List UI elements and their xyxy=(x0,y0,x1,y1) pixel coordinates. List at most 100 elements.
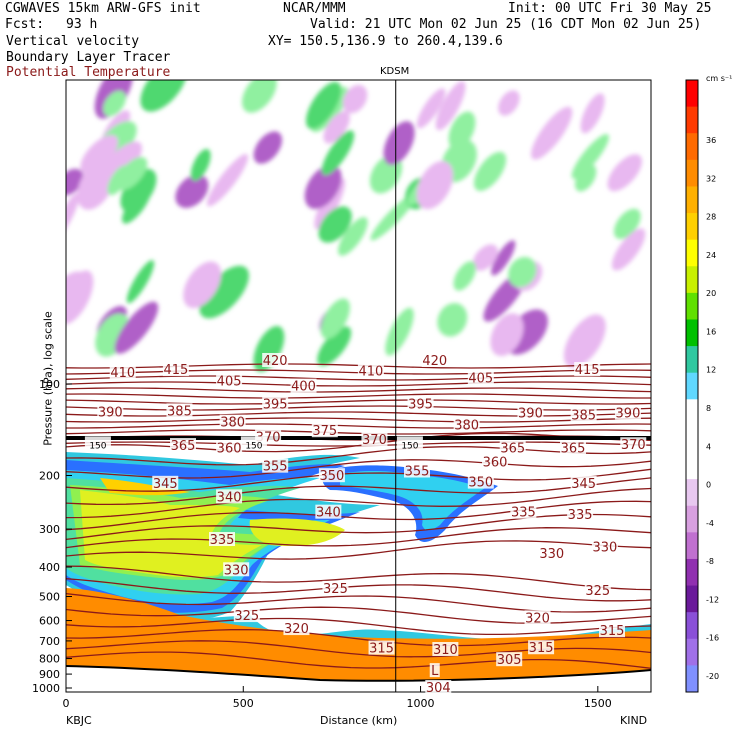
theta-contour xyxy=(66,387,651,393)
colorbar-swatch xyxy=(686,638,698,666)
theta-label-bg xyxy=(528,640,555,655)
theta-label-bg xyxy=(570,407,597,422)
theta-label: 325 xyxy=(323,582,348,597)
colorbar-swatch xyxy=(686,346,698,374)
theta-label-bg xyxy=(216,440,243,455)
theta-label: 345 xyxy=(571,477,596,492)
theta-label-bg xyxy=(407,396,434,411)
theta-label: 355 xyxy=(263,460,288,475)
colorbar-tick-label: -4 xyxy=(706,519,714,528)
colorbar-swatch xyxy=(686,239,698,267)
theta-label-bg xyxy=(290,378,317,393)
x-tick-label: 0 xyxy=(63,697,70,710)
theta-contour xyxy=(66,381,651,387)
theta-label: 410 xyxy=(358,365,383,380)
theta-label-bg xyxy=(216,373,243,388)
theta-contour xyxy=(66,375,651,381)
theta-label: 325 xyxy=(234,609,259,624)
y-tick-label: 900 xyxy=(39,668,60,681)
colorbar-tick-label: -16 xyxy=(706,634,719,643)
theta-contour xyxy=(66,445,651,466)
theta-label: 360 xyxy=(217,442,242,457)
theta-label: 390 xyxy=(98,405,123,420)
colorbar-swatch xyxy=(686,186,698,214)
theta-label-bg xyxy=(425,680,452,694)
theta-label: 335 xyxy=(210,533,235,548)
theta-label: 335 xyxy=(511,506,536,521)
theta-label-bg xyxy=(467,370,494,385)
colorbar-frame xyxy=(685,79,699,693)
colorbar-swatch xyxy=(686,133,698,161)
theta-contour xyxy=(66,393,651,399)
tracer-label-bg xyxy=(396,436,423,451)
colorbar-tick-label: -20 xyxy=(706,672,719,681)
theta-label: 310 xyxy=(433,643,458,658)
theta-contour xyxy=(66,500,651,531)
theta-label-bg xyxy=(421,352,448,367)
theta-label: 330 xyxy=(539,547,564,562)
y-tick-label: 400 xyxy=(39,561,60,574)
theta-label-bg xyxy=(560,440,586,455)
theta-contour xyxy=(66,487,651,519)
theta-label: 355 xyxy=(405,464,430,479)
theta-label-bg xyxy=(361,432,388,447)
theta-label-bg xyxy=(524,610,551,625)
theta-label: 365 xyxy=(500,442,525,457)
terrain-surface xyxy=(66,666,651,692)
theta-label-bg xyxy=(368,640,395,655)
colorbar-swatch xyxy=(686,505,698,533)
theta-label-bg xyxy=(517,405,544,420)
colorbar-tick-label: 36 xyxy=(706,136,716,145)
theta-label-bg xyxy=(219,414,246,429)
theta-label-bg xyxy=(574,362,601,377)
colorbar-swatch xyxy=(686,319,698,347)
theta-label-bg xyxy=(599,623,625,638)
colorbar-swatch xyxy=(686,558,698,587)
theta-label: 340 xyxy=(316,506,341,521)
theta-contour xyxy=(66,628,651,647)
theta-label: 315 xyxy=(369,642,394,657)
theta-label: 410 xyxy=(110,366,135,381)
theta-label: 335 xyxy=(568,508,593,523)
theta-label: 390 xyxy=(518,406,543,421)
colorbar-swatch xyxy=(686,612,698,640)
theta-label: 415 xyxy=(575,363,600,378)
theta-label-bg xyxy=(283,621,310,636)
theta-label-bg xyxy=(620,437,647,452)
tracer-label-bg xyxy=(240,436,267,451)
theta-label: 395 xyxy=(263,398,288,413)
colorbar-swatch xyxy=(686,159,698,187)
colorbar-swatch xyxy=(686,372,698,400)
theta-contour xyxy=(66,432,651,453)
theta-label-bg xyxy=(109,364,136,379)
field-potential-temperature: Potential Temperature xyxy=(6,65,171,80)
theta-label-bg xyxy=(567,507,594,522)
theta-label-bg xyxy=(223,562,250,577)
xy-label: XY= 150.5,136.9 to 260.4,139.6 xyxy=(268,34,503,49)
colorbar: 36 32 28 24 20 16 12 8 4 0 -4 -8 -12 -16 -20 xyxy=(685,79,719,693)
theta-label: 365 xyxy=(171,439,196,454)
theta-label: 385 xyxy=(571,409,596,424)
theta-label-bg xyxy=(318,468,345,483)
theta-contour xyxy=(66,468,651,492)
theta-label-bg xyxy=(404,463,430,478)
y-tick-label: 600 xyxy=(39,615,60,628)
tracer-label: 150 xyxy=(401,441,418,451)
theta-contour xyxy=(66,477,651,506)
theta-label-bg xyxy=(152,475,179,490)
theta-label-bg xyxy=(209,532,235,547)
y-tick-label: 100 xyxy=(39,378,60,391)
theta-label: 420 xyxy=(422,354,447,369)
theta-contour xyxy=(66,540,651,560)
theta-label-bg xyxy=(614,405,641,420)
theta-label: 390 xyxy=(616,406,641,421)
colorbar-tick-label: 8 xyxy=(706,404,711,413)
theta-label: 395 xyxy=(408,398,433,413)
x-left-endpoint: KBJC xyxy=(66,714,92,727)
theta-label-bg xyxy=(499,440,526,455)
theta-label-bg xyxy=(162,362,189,377)
y-tick-label: 700 xyxy=(39,635,60,648)
colorbar-swatch xyxy=(686,665,698,693)
colorbar-swatch xyxy=(686,106,698,134)
